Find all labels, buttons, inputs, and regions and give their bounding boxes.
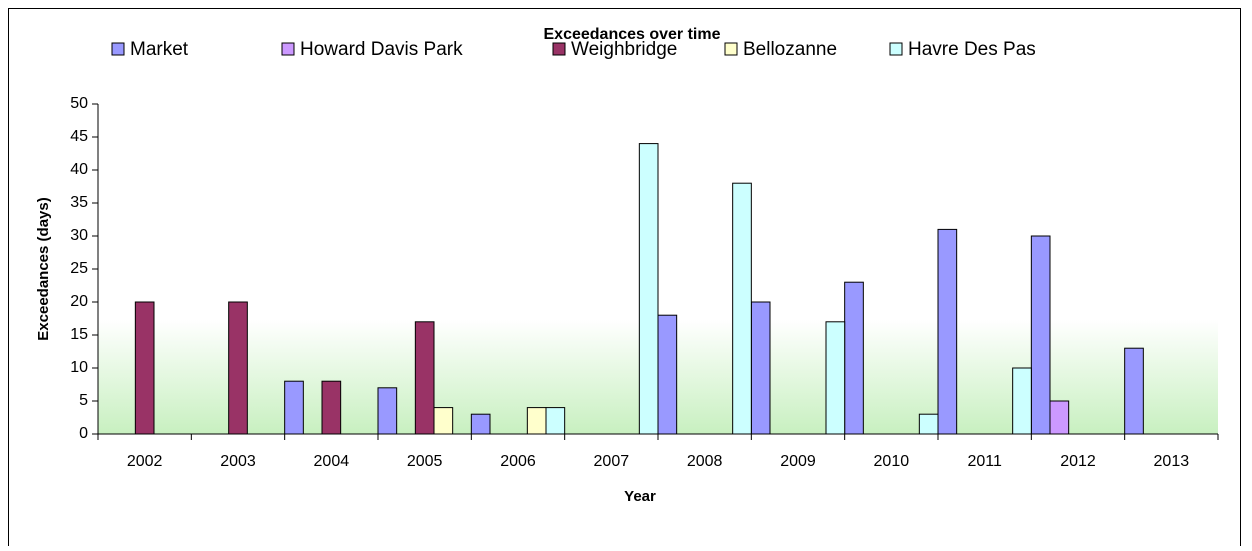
legend-label: Havre Des Pas xyxy=(908,39,1036,60)
y-tick-label: 5 xyxy=(79,392,88,409)
bar xyxy=(1124,347,1144,435)
x-tick-label: 2005 xyxy=(407,453,443,470)
x-tick-label: 2012 xyxy=(1060,453,1096,470)
bar xyxy=(638,143,659,435)
bar xyxy=(134,301,155,435)
bar xyxy=(825,321,846,435)
x-tick-label: 2006 xyxy=(500,453,536,470)
bar xyxy=(1030,235,1051,435)
x-tick-label: 2002 xyxy=(127,453,163,470)
legend-label: Bellozanne xyxy=(743,39,837,60)
bar xyxy=(526,407,547,435)
y-tick-label: 25 xyxy=(70,260,88,277)
x-tick-label: 2008 xyxy=(687,453,723,470)
bar xyxy=(433,407,454,435)
x-axis-label: Year xyxy=(624,488,656,505)
bar xyxy=(732,182,752,435)
bar xyxy=(844,281,864,435)
bar xyxy=(470,413,491,435)
x-tick-label: 2010 xyxy=(874,453,910,470)
bar xyxy=(545,407,566,435)
y-tick-label: 45 xyxy=(70,128,88,145)
y-tick-label: 15 xyxy=(70,326,88,343)
x-tick-label: 2013 xyxy=(1154,453,1190,470)
legend-swatch xyxy=(281,42,295,56)
legend-label: Weighbridge xyxy=(571,39,677,60)
y-tick-label: 0 xyxy=(79,425,88,442)
bar xyxy=(657,314,678,435)
x-tick-label: 2011 xyxy=(967,453,1002,470)
bar xyxy=(284,380,304,435)
y-tick-label: 20 xyxy=(70,293,88,310)
bar xyxy=(321,380,342,435)
y-tick-label: 50 xyxy=(70,95,88,112)
y-tick-label: 40 xyxy=(70,161,88,178)
legend-swatch xyxy=(111,42,125,56)
x-tick-label: 2007 xyxy=(594,453,630,470)
bar xyxy=(1049,400,1070,435)
legend-label: Howard Davis Park xyxy=(300,39,463,60)
bar xyxy=(1012,367,1032,435)
bar xyxy=(377,387,398,435)
bar xyxy=(414,321,435,435)
y-tick-label: 30 xyxy=(70,227,88,244)
x-tick-label: 2004 xyxy=(314,453,350,470)
legend-label: Market xyxy=(130,39,189,60)
y-tick-label: 10 xyxy=(70,359,88,376)
bar xyxy=(228,301,248,435)
legend-swatch xyxy=(889,42,903,56)
x-tick-label: 2009 xyxy=(780,453,816,470)
y-tick-label: 35 xyxy=(70,194,88,211)
chart-title: Exceedances over time xyxy=(544,26,721,43)
bar xyxy=(918,413,939,435)
x-tick-label: 2003 xyxy=(220,453,256,470)
bar xyxy=(937,228,958,435)
legend-swatch xyxy=(724,42,738,56)
y-axis-label: Exceedances (days) xyxy=(35,197,52,340)
legend-swatch xyxy=(552,42,566,56)
bar xyxy=(750,301,771,435)
